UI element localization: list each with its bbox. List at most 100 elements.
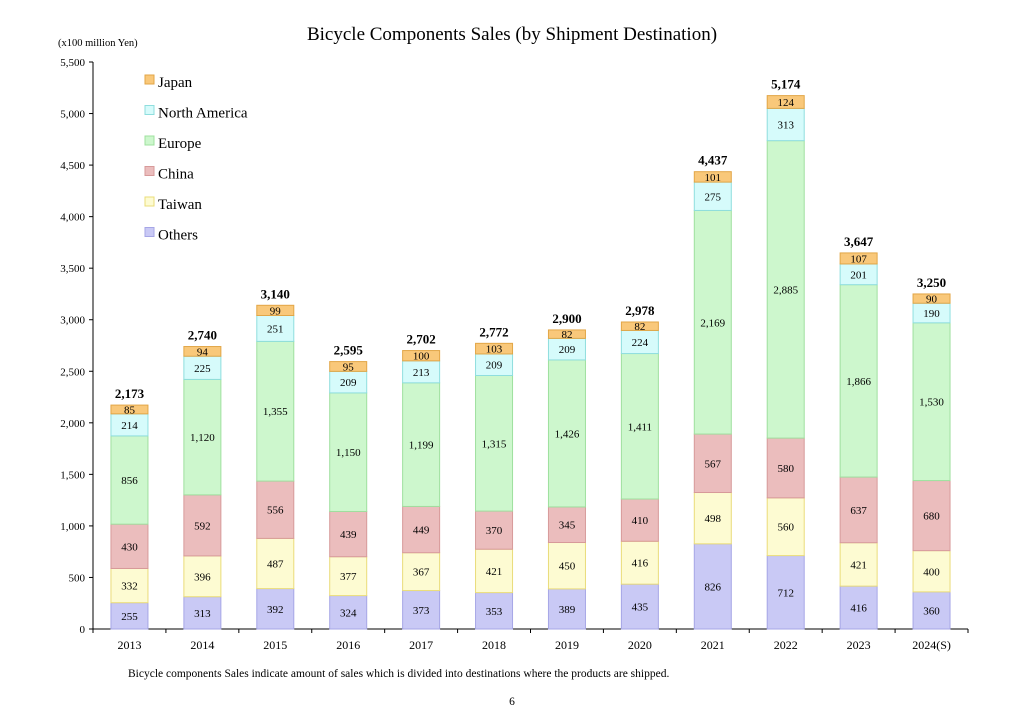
bar-segment-japan xyxy=(256,304,295,317)
bar-segment-north-america xyxy=(256,315,295,342)
bar-value-label: 430 xyxy=(121,541,138,553)
legend-label: Others xyxy=(158,228,198,244)
bar-total-label: 3,140 xyxy=(261,286,290,301)
bar-value-label: 213 xyxy=(413,367,430,379)
bar-segment-europe xyxy=(766,140,805,439)
bar-value-label: 225 xyxy=(194,363,211,375)
bar-value-label: 1,866 xyxy=(846,376,871,388)
axes: 0 500 1,000 1,500 2,000 2,500 3,000 3,500 4,000 4… xyxy=(60,57,969,652)
bar-value-label: 421 xyxy=(486,566,503,578)
bar-value-label: 99 xyxy=(270,305,282,317)
bar-value-label: 209 xyxy=(486,360,503,372)
legend-swatch xyxy=(144,227,155,237)
bar-segment-europe xyxy=(329,392,368,512)
bar-segment-north-america xyxy=(693,181,732,211)
x-tick-label: 2023 xyxy=(847,638,871,652)
x-tick-label: 2017 xyxy=(409,638,433,652)
bar-value-label: 450 xyxy=(559,561,576,573)
bar-segment-europe xyxy=(110,435,149,525)
bar-segment-china xyxy=(402,505,441,554)
bar-segment-taiwan xyxy=(329,556,368,597)
bar-segment-taiwan xyxy=(912,550,951,593)
bar-total-label: 2,978 xyxy=(625,303,655,318)
bar-total-label: 2,595 xyxy=(334,343,364,358)
bar-value-label: 416 xyxy=(632,558,649,570)
bar-segment-china xyxy=(620,498,659,542)
bar-value-label: 435 xyxy=(632,602,649,614)
bar-segment-china xyxy=(329,510,368,558)
bar-value-label: 107 xyxy=(850,253,867,265)
y-tick-label: 2,000 xyxy=(60,418,85,430)
bar-value-label: 1,150 xyxy=(336,447,361,459)
bar-value-label: 324 xyxy=(340,607,357,619)
bar-segment-china xyxy=(110,523,149,569)
bar-value-label: 190 xyxy=(923,308,940,320)
bar-value-label: 498 xyxy=(705,513,722,525)
bar-segment-japan xyxy=(839,252,878,265)
bar-value-label: 100 xyxy=(413,351,430,363)
legend-label: North America xyxy=(158,106,248,122)
bar-segment-others xyxy=(329,595,368,630)
x-tick-label: 2022 xyxy=(774,638,798,652)
bar-value-label: 209 xyxy=(340,377,357,389)
bar-value-label: 101 xyxy=(705,172,722,184)
y-tick-label: 1,500 xyxy=(60,469,85,481)
bar-segment-europe xyxy=(256,340,295,482)
bar-total-label: 4,437 xyxy=(698,153,728,168)
bar-value-label: 421 xyxy=(850,559,867,571)
legend-swatch xyxy=(144,166,155,176)
bar-segment-japan xyxy=(693,171,732,183)
bar-value-label: 1,199 xyxy=(409,440,434,452)
bar-value-label: 214 xyxy=(121,420,138,432)
y-tick-label: 1,000 xyxy=(60,521,85,533)
bar-segment-north-america xyxy=(766,107,805,142)
bar-value-label: 856 xyxy=(121,475,138,487)
x-tick-label: 2019 xyxy=(555,638,579,652)
legend-swatch xyxy=(144,105,155,115)
bar-value-label: 2,885 xyxy=(773,284,798,296)
page-number: 6 xyxy=(509,696,515,708)
bar-segment-taiwan xyxy=(547,542,586,590)
data-labels: 255 332 430 856 214 85 2,173 313 396 592 1,120 225 9… xyxy=(115,77,946,623)
bar-value-label: 124 xyxy=(777,97,794,109)
bar-value-label: 370 xyxy=(486,525,503,537)
bar-value-label: 680 xyxy=(923,511,940,523)
bar-value-label: 94 xyxy=(197,346,209,358)
bar-value-label: 201 xyxy=(850,269,867,281)
bar-value-label: 1,355 xyxy=(263,406,288,418)
x-tick-label: 2014 xyxy=(190,638,214,652)
bar-value-label: 275 xyxy=(705,191,722,203)
bar-value-label: 449 xyxy=(413,525,430,537)
bar-value-label: 345 xyxy=(559,520,576,532)
bar-segment-europe xyxy=(547,359,586,508)
bar-value-label: 567 xyxy=(705,458,722,470)
bar-value-label: 712 xyxy=(777,587,794,599)
bar-value-label: 389 xyxy=(559,604,576,616)
bar-total-label: 2,173 xyxy=(115,386,145,401)
bar-segment-japan xyxy=(110,404,149,415)
bar-segment-china xyxy=(475,510,514,550)
bar-segment-japan xyxy=(766,95,805,109)
bar-value-label: 103 xyxy=(486,344,503,356)
legend-swatch xyxy=(144,74,155,85)
y-tick-label: 500 xyxy=(69,572,86,584)
bar-segment-others xyxy=(620,583,659,630)
bar-value-label: 82 xyxy=(634,321,645,333)
bar-value-label: 224 xyxy=(632,337,649,349)
bars xyxy=(110,95,951,630)
bar-total-label: 3,647 xyxy=(844,234,874,249)
bar-segment-china xyxy=(256,480,295,539)
bar-value-label: 580 xyxy=(777,463,794,475)
bar-segment-taiwan xyxy=(475,548,514,594)
bar-segment-europe xyxy=(693,209,732,435)
bar-value-label: 1,315 xyxy=(482,438,507,450)
bar-total-label: 2,740 xyxy=(188,328,217,343)
bar-segment-others xyxy=(110,602,149,630)
bar-value-label: 353 xyxy=(486,606,503,618)
y-tick-label: 5,000 xyxy=(60,109,85,121)
footnote: Bicycle components Sales indicate amount… xyxy=(128,668,670,680)
bar-value-label: 560 xyxy=(777,522,794,534)
bar-value-label: 373 xyxy=(413,605,430,617)
bar-value-label: 487 xyxy=(267,558,284,570)
